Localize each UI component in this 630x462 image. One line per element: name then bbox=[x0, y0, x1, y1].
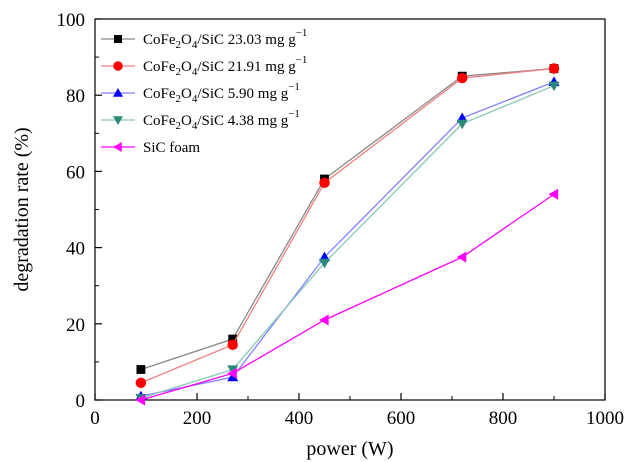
x-axis-label: power (W) bbox=[306, 438, 393, 460]
series-layer bbox=[135, 63, 560, 406]
legend-swatch-marker bbox=[113, 61, 123, 71]
legend-label-part: /SiC 23.03 mg g bbox=[197, 32, 296, 48]
legend-label-part: O bbox=[181, 59, 192, 75]
y-tick-label: 20 bbox=[66, 315, 85, 336]
legend-label-part: /SiC 21.91 mg g bbox=[197, 59, 296, 75]
data-point bbox=[136, 365, 146, 374]
x-tick-label: 1000 bbox=[586, 408, 624, 429]
legend-label: CoFe2O4/SiC 4.38 mg g−1 bbox=[143, 108, 300, 132]
legend-label-part: O bbox=[181, 113, 192, 129]
data-point bbox=[227, 339, 238, 350]
y-tick-label: 80 bbox=[66, 86, 85, 107]
legend-label-part: CoFe bbox=[143, 86, 176, 102]
data-point bbox=[319, 258, 330, 269]
data-point bbox=[548, 63, 560, 74]
data-point bbox=[456, 251, 467, 263]
legend-label-part: CoFe bbox=[143, 113, 176, 129]
x-tick-label: 600 bbox=[387, 408, 416, 429]
legend-label-part: SiC foam bbox=[143, 140, 200, 156]
series-s4 bbox=[135, 81, 560, 404]
data-point bbox=[548, 81, 560, 92]
legend-swatch-marker bbox=[113, 116, 123, 125]
legend-label-part: 2 bbox=[176, 93, 182, 105]
y-axis-label: degradation rate (%) bbox=[11, 127, 33, 291]
plot-frame bbox=[94, 18, 606, 401]
legend-label-part: CoFe bbox=[143, 32, 176, 48]
legend-entry-s3: CoFe2O4/SiC 5.90 mg g−1 bbox=[101, 81, 300, 105]
series-line bbox=[140, 85, 555, 399]
legend-label-part: 4 bbox=[192, 66, 198, 78]
data-point bbox=[135, 394, 146, 406]
data-point bbox=[228, 334, 238, 344]
legend-label: CoFe2O4/SiC 5.90 mg g−1 bbox=[143, 81, 300, 105]
legend-label-part: /SiC 4.38 mg g bbox=[197, 113, 288, 129]
legend-label: CoFe2O4/SiC 23.03 mg g−1 bbox=[143, 27, 307, 51]
legend-label-part: O bbox=[181, 86, 192, 102]
legend-label-part: −1 bbox=[288, 81, 300, 93]
legend-label-part: 2 bbox=[176, 66, 182, 78]
legend-label-part: O bbox=[181, 32, 192, 48]
legend-swatch-marker bbox=[114, 35, 122, 43]
legend-swatch-marker bbox=[113, 88, 123, 97]
series-s5 bbox=[135, 188, 559, 406]
axes: 0 200 400 600 800 1000 0 20 40 60 80 100 bbox=[57, 10, 625, 429]
legend-swatch-marker bbox=[113, 142, 122, 152]
legend-entry-s4: CoFe2O4/SiC 4.38 mg g−1 bbox=[101, 108, 300, 132]
data-point bbox=[135, 377, 147, 389]
y-tick-label: 40 bbox=[66, 239, 85, 260]
legend-label: SiC foam bbox=[143, 140, 200, 156]
legend-label-part: −1 bbox=[288, 108, 300, 120]
legend-entry-s5: SiC foam bbox=[101, 140, 200, 156]
series-s2 bbox=[135, 63, 560, 389]
data-point bbox=[456, 119, 468, 130]
legend-label-part: 2 bbox=[176, 39, 182, 51]
legend-label-part: 2 bbox=[176, 120, 182, 132]
x-tick-label: 0 bbox=[90, 408, 100, 429]
legend-entry-s1: CoFe2O4/SiC 23.03 mg g−1 bbox=[101, 27, 307, 51]
data-point bbox=[319, 314, 329, 326]
legend-label-part: 4 bbox=[192, 39, 198, 51]
y-tick-label: 0 bbox=[76, 391, 86, 412]
data-point bbox=[227, 367, 237, 379]
legend-label: CoFe2O4/SiC 21.91 mg g−1 bbox=[143, 54, 307, 78]
data-point bbox=[319, 177, 330, 189]
legend-entry-s2: CoFe2O4/SiC 21.91 mg g−1 bbox=[101, 54, 307, 78]
legend-label-part: /SiC 5.90 mg g bbox=[197, 86, 288, 102]
legend-label-part: −1 bbox=[296, 54, 308, 66]
legend-label-part: 4 bbox=[192, 93, 198, 105]
legend-label-part: 4 bbox=[192, 120, 198, 132]
legend-label-part: CoFe bbox=[143, 59, 176, 75]
series-line bbox=[140, 193, 555, 401]
x-tick-label: 800 bbox=[489, 408, 518, 429]
data-point bbox=[456, 72, 468, 84]
x-tick-label: 200 bbox=[183, 408, 212, 429]
y-tick-label: 100 bbox=[57, 10, 86, 31]
x-tick-label: 400 bbox=[285, 408, 314, 429]
legend-label-part: −1 bbox=[296, 27, 308, 39]
y-tick-label: 60 bbox=[66, 162, 85, 183]
data-point bbox=[548, 188, 559, 200]
